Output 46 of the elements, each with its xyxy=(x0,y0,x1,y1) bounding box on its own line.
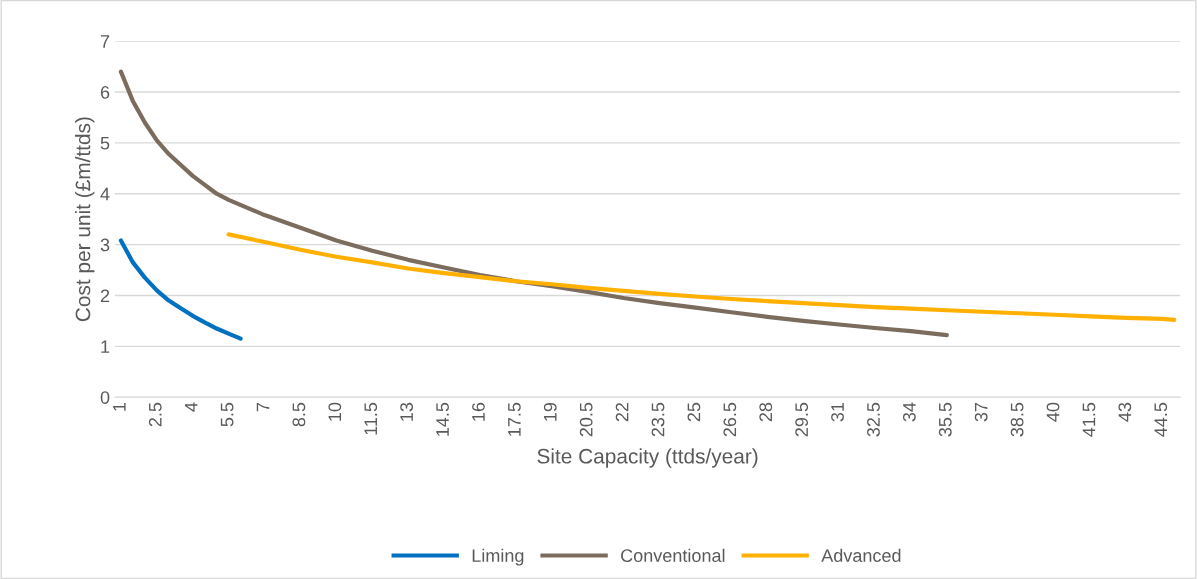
y-tick-label: 3 xyxy=(100,238,110,252)
y-tick-label: 0 xyxy=(100,391,110,404)
x-tick-label: 8.5 xyxy=(292,402,306,427)
x-tick-label: 19 xyxy=(543,402,557,421)
x-tick-label: 32.5 xyxy=(867,402,880,437)
y-axis-title: Cost per unit (£m/ttds) xyxy=(75,117,95,322)
x-tick-label: 26.5 xyxy=(723,402,737,437)
y-tick-label: 5 xyxy=(100,136,110,150)
x-tick-label: 14.5 xyxy=(436,402,449,436)
x-tick-label: 38.5 xyxy=(1010,402,1024,437)
line-series xyxy=(226,232,1177,322)
y-tick-label: 2 xyxy=(100,289,110,302)
y-tick-label: 6 xyxy=(100,85,110,99)
x-tick-label: 34 xyxy=(902,402,916,422)
x-tick-label: 35.5 xyxy=(938,402,952,437)
line-series xyxy=(118,69,949,338)
x-tick-label: 43 xyxy=(1118,402,1132,422)
x-tick-label: 2.5 xyxy=(148,402,162,427)
x-tick-label: 31 xyxy=(831,402,844,422)
y-tick-label: 4 xyxy=(100,187,110,201)
x-tick-label: 5.5 xyxy=(220,402,234,427)
x-tick-label: 17.5 xyxy=(508,402,521,436)
x-tick-label: 44.5 xyxy=(1154,402,1168,437)
x-tick-label: 7 xyxy=(256,402,270,412)
x-tick-label: 11.5 xyxy=(364,402,378,435)
x-tick-label: 4 xyxy=(184,402,198,412)
x-tick-label: 28 xyxy=(759,402,773,422)
x-tick-label: 1 xyxy=(113,402,126,411)
x-axis-title: Site Capacity (ttds/year) xyxy=(537,448,758,468)
x-tick-label: 16 xyxy=(472,402,485,421)
y-tick-label: 7 xyxy=(100,35,110,48)
x-tick-label: 23.5 xyxy=(651,402,665,437)
x-tick-label: 22 xyxy=(615,402,629,422)
x-tick-label: 29.5 xyxy=(795,402,809,437)
x-tick-label: 20.5 xyxy=(579,402,593,437)
x-tick-label: 10 xyxy=(328,402,342,421)
x-tick-label: 37 xyxy=(974,402,988,422)
legend-label: Conventional xyxy=(621,548,725,563)
y-tick-label: 1 xyxy=(101,340,110,353)
x-tick-label: 40 xyxy=(1046,402,1060,422)
line-series xyxy=(118,238,243,341)
x-tick-label: 25 xyxy=(687,402,701,422)
legend-label: Advanced xyxy=(821,548,901,563)
x-tick-label: 13 xyxy=(400,402,414,421)
x-tick-label: 41.5 xyxy=(1082,402,1096,437)
legend-label: Liming xyxy=(472,548,524,566)
